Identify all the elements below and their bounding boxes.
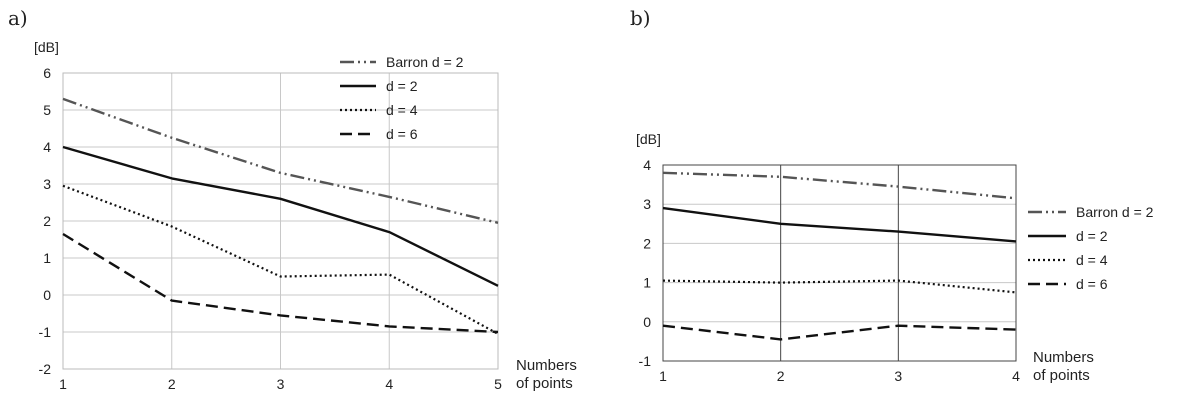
chart0-xtick-label-3: 4 bbox=[385, 376, 393, 392]
chart1-ytick-label-3: 2 bbox=[643, 235, 651, 251]
chart0-xtick-label-2: 3 bbox=[277, 376, 285, 392]
chart1-ytick-label-2: 1 bbox=[643, 275, 651, 291]
panel-label-a: a) bbox=[8, 6, 28, 30]
chart1-y-unit-label: [dB] bbox=[636, 131, 661, 147]
chart1-xlabel-line-1: Numbers bbox=[1033, 349, 1094, 366]
chart1-series-line-3 bbox=[662, 324, 1017, 341]
chart1-ytick-label-1: 0 bbox=[643, 314, 651, 330]
chart0-plot-frame bbox=[62, 72, 499, 370]
chart1-legend-label-1: d = 2 bbox=[1076, 228, 1108, 244]
chart1-plot-frame bbox=[662, 164, 1017, 362]
chart0-series-line-3 bbox=[62, 232, 499, 334]
chart0-ytick-label-8: 6 bbox=[43, 65, 51, 81]
chart1-series-line-0 bbox=[662, 171, 1017, 200]
chart0-ytick-label-5: 3 bbox=[43, 176, 51, 192]
chart1-ytick-label-5: 4 bbox=[643, 157, 651, 173]
chart0-xtick-label-4: 5 bbox=[494, 376, 502, 392]
chart1-xtick-label-0: 1 bbox=[659, 368, 667, 384]
chart1-series-line-1 bbox=[662, 206, 1017, 243]
chart0-ytick-label-6: 4 bbox=[43, 139, 51, 155]
chart0-legend-label-1: d = 2 bbox=[386, 78, 418, 94]
chart1-xlabel-line-2: of points bbox=[1033, 367, 1090, 384]
chart0-ytick-label-1: -1 bbox=[39, 324, 52, 340]
chart1-xtick-label-2: 3 bbox=[894, 368, 902, 384]
chart0-legend-label-3: d = 6 bbox=[386, 126, 418, 142]
chart0-ytick-label-3: 1 bbox=[43, 250, 51, 266]
chart1-xtick-label-1: 2 bbox=[777, 368, 785, 384]
panel-label-b: b) bbox=[630, 6, 651, 30]
chart0-legend-label-2: d = 4 bbox=[386, 102, 418, 118]
chart1-xtick-label-3: 4 bbox=[1012, 368, 1020, 384]
chart1-ytick-label-0: -1 bbox=[639, 353, 652, 369]
chart0-ytick-label-0: -2 bbox=[39, 361, 52, 377]
chart0-ytick-label-4: 2 bbox=[43, 213, 51, 229]
chart0-ytick-label-7: 5 bbox=[43, 102, 51, 118]
chart0-xlabel-line-2: of points bbox=[516, 375, 573, 392]
chart1-series-line-2 bbox=[662, 279, 1017, 294]
chart0-xtick-label-0: 1 bbox=[59, 376, 67, 392]
chart0-y-unit-label: [dB] bbox=[34, 39, 59, 55]
chart0-xlabel-line-1: Numbers bbox=[516, 357, 577, 374]
chart1-legend-label-3: d = 6 bbox=[1076, 276, 1108, 292]
chart1-legend-label-0: Barron d = 2 bbox=[1076, 204, 1154, 220]
chart1-legend-label-2: d = 4 bbox=[1076, 252, 1108, 268]
chart0-xtick-label-1: 2 bbox=[168, 376, 176, 392]
chart0-legend-label-0: Barron d = 2 bbox=[386, 54, 464, 70]
chart1-ytick-label-4: 3 bbox=[643, 196, 651, 212]
chart0-ytick-label-2: 0 bbox=[43, 287, 51, 303]
